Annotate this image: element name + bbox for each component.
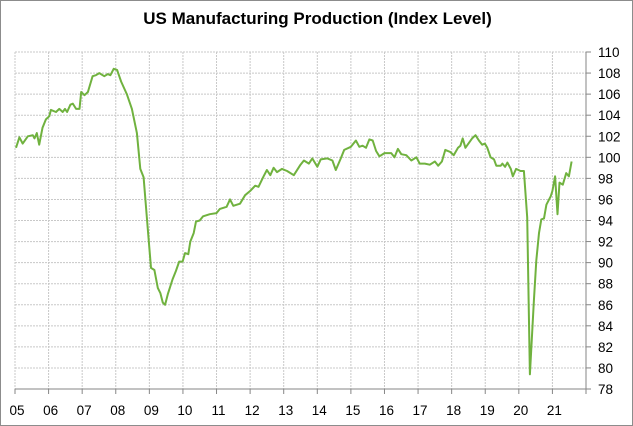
- y-tick-label: 86: [598, 298, 613, 313]
- y-tick-label: 110: [598, 45, 620, 60]
- tick-labels: 7880828486889092949698100102104106108110…: [9, 45, 621, 418]
- y-tick-label: 108: [598, 66, 621, 81]
- y-tick-label: 102: [598, 129, 621, 144]
- x-tick-label: 06: [43, 403, 58, 418]
- x-tick-label: 17: [413, 403, 428, 418]
- y-tick-label: 98: [598, 171, 613, 186]
- y-tick-label: 104: [598, 108, 621, 123]
- y-tick-label: 92: [598, 235, 613, 250]
- x-tick-label: 09: [144, 403, 159, 418]
- x-tick-label: 07: [77, 403, 92, 418]
- series-line-manufacturing-production: [15, 67, 573, 376]
- x-tick-label: 11: [212, 403, 226, 418]
- x-tick-label: 20: [513, 403, 528, 418]
- x-tick-label: 16: [379, 403, 394, 418]
- x-tick-label: 14: [312, 403, 328, 418]
- x-tick-label: 13: [278, 403, 293, 418]
- y-tick-label: 84: [598, 319, 614, 334]
- y-tick-label: 106: [598, 87, 621, 102]
- x-tick-label: 05: [9, 403, 24, 418]
- axes: [14, 51, 591, 394]
- y-tick-label: 90: [598, 256, 613, 271]
- y-tick-label: 78: [598, 382, 613, 397]
- x-tick-label: 21: [547, 403, 562, 418]
- y-tick-label: 94: [598, 214, 614, 229]
- y-tick-label: 82: [598, 340, 613, 355]
- x-tick-label: 15: [345, 403, 360, 418]
- x-tick-label: 18: [446, 403, 461, 418]
- y-tick-label: 88: [598, 277, 613, 292]
- x-tick-label: 08: [110, 403, 125, 418]
- y-tick-label: 80: [598, 361, 613, 376]
- gridlines: [14, 51, 586, 390]
- x-tick-label: 10: [177, 403, 192, 418]
- y-tick-label: 96: [598, 192, 613, 207]
- x-tick-label: 19: [480, 403, 495, 418]
- series-layer: [15, 67, 573, 376]
- y-tick-label: 100: [598, 150, 621, 165]
- x-tick-label: 12: [245, 403, 260, 418]
- chart-title: US Manufacturing Production (Index Level…: [143, 9, 492, 28]
